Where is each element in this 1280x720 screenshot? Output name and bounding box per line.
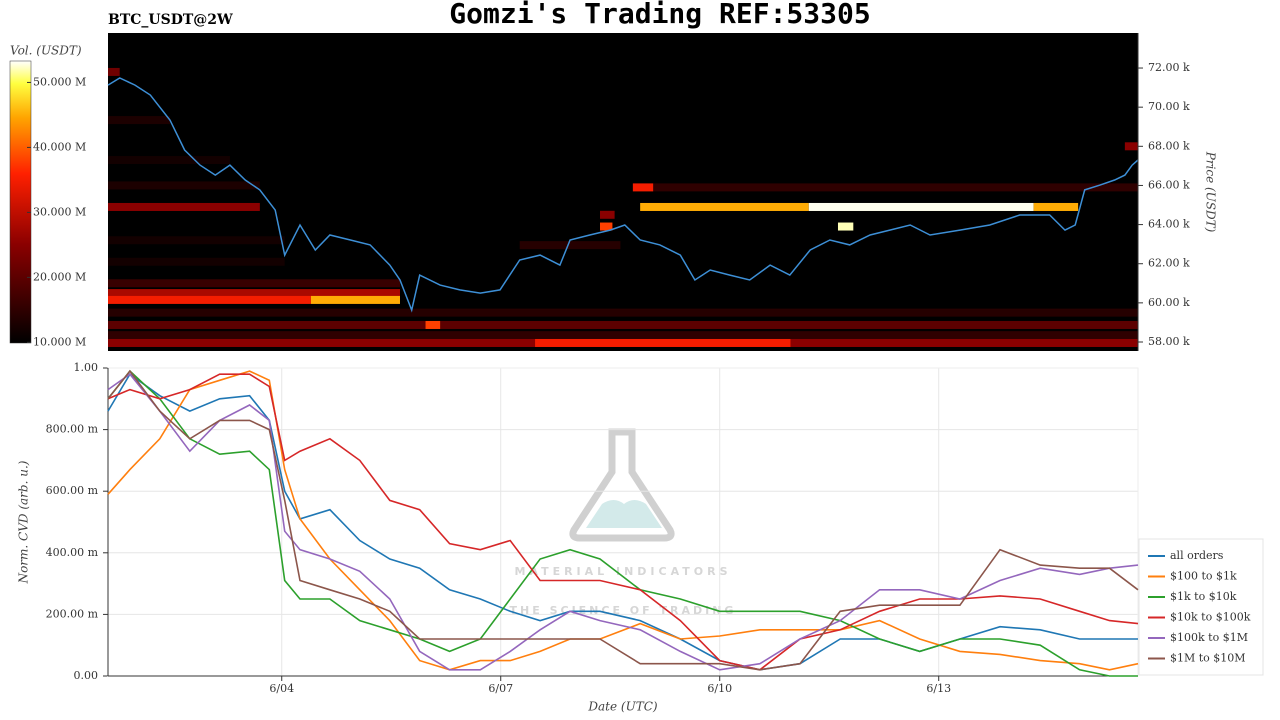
colorbar-tick-label: 10.000 M <box>33 335 86 348</box>
heat-cell <box>632 183 654 192</box>
heat-cell <box>108 320 1138 329</box>
y-tick-label: 58.00 k <box>1148 335 1190 348</box>
legend-label: $1k to $10k <box>1170 590 1237 603</box>
y-tick-label: 66.00 k <box>1148 178 1190 191</box>
heat-cell <box>108 338 536 347</box>
legend-label: $10k to $100k <box>1170 611 1251 624</box>
chart-title: Gomzi's Trading REF:53305 <box>449 0 870 30</box>
y-tick-label: 200.00 m <box>46 607 99 620</box>
heat-cell <box>310 295 400 304</box>
colorbar <box>9 60 32 344</box>
y-tick-label: 72.00 k <box>1148 61 1190 74</box>
colorbar-tick-label: 20.000 M <box>33 270 86 283</box>
y-axis-label: Norm. CVD (arb. u.) <box>17 460 31 584</box>
watermark-text: MATERIAL INDICATORS <box>514 565 731 578</box>
legend-label: $100k to $1M <box>1170 631 1248 644</box>
series-line <box>107 369 1138 677</box>
heat-cell <box>108 308 1138 317</box>
series-line <box>107 369 1139 671</box>
heat-cell <box>653 183 1138 192</box>
y-tick-label: 68.00 k <box>1148 139 1190 152</box>
y-tick-label: 0.00 <box>74 669 99 682</box>
y-tick-label: 70.00 k <box>1148 100 1190 113</box>
series-line <box>107 373 1139 671</box>
heat-cell <box>640 202 809 211</box>
series-line <box>107 373 1139 671</box>
heat-cell <box>108 279 400 288</box>
y-axis-label: Price (USDT) <box>1204 151 1218 233</box>
legend-box <box>1138 538 1264 676</box>
colorbar-tick-label: 50.000 M <box>33 75 86 88</box>
flask-icon <box>569 428 675 542</box>
y-tick-label: 400.00 m <box>46 546 99 559</box>
heat-cell <box>108 289 400 298</box>
x-tick-label: 6/04 <box>269 682 294 695</box>
heat-cell <box>600 222 613 231</box>
y-tick-label: 60.00 k <box>1148 296 1190 309</box>
heat-cell <box>790 338 1138 347</box>
legend-label: $1M to $10M <box>1170 652 1246 665</box>
heat-cell <box>519 241 621 250</box>
heat-cell <box>108 257 285 266</box>
colorbar-tick-label: 40.000 M <box>33 140 86 153</box>
plot-top: 58.00 k 60.00 k 62.00 k 64.00 k 66.00 k 68.00… <box>27 33 1190 351</box>
y-tick-label: 600.00 m <box>46 484 99 497</box>
legend-label: all orders <box>1170 549 1224 562</box>
x-tick-label: 6/07 <box>488 682 513 695</box>
heat-cell <box>535 338 791 347</box>
heat-cell <box>108 67 120 76</box>
heat-cell <box>108 156 230 165</box>
heat-cell <box>425 320 441 329</box>
heat-cell <box>837 222 854 231</box>
y-tick-label: 1.00 <box>74 361 99 374</box>
heat-cell <box>808 202 1034 211</box>
x-tick-label: 6/13 <box>926 682 951 695</box>
legend-label: $100 to $1k <box>1170 570 1237 583</box>
heat-cell <box>108 116 171 125</box>
colorbar-label: Vol. (USDT) <box>10 44 82 58</box>
y-tick-label: 62.00 k <box>1148 257 1190 270</box>
watermark <box>569 428 675 542</box>
heat-cell <box>600 210 615 219</box>
series-line <box>107 370 1139 671</box>
x-axis-label: Date (UTC) <box>587 700 657 714</box>
heat-cell <box>108 202 260 211</box>
heat-cell <box>108 236 285 245</box>
y-tick-label: 64.00 k <box>1148 218 1190 231</box>
heat-cell <box>108 295 311 304</box>
colorbar-tick-label: 30.000 M <box>33 205 86 218</box>
y-tick-label: 800.00 m <box>46 423 99 436</box>
flask-liquid <box>586 500 662 528</box>
heat-cell <box>108 181 260 190</box>
heat-cell <box>1124 142 1138 151</box>
price-line <box>107 77 1139 313</box>
heat-cell <box>1033 202 1079 211</box>
heat-cell <box>108 331 1138 340</box>
x-tick-label: 6/10 <box>707 682 732 695</box>
chart-subtitle: BTC_USDT@2W <box>108 12 233 28</box>
